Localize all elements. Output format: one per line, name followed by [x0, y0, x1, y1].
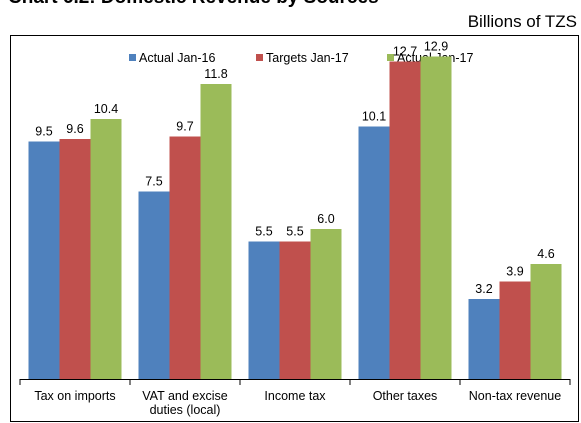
bar [169, 136, 201, 379]
data-label: 12.9 [424, 40, 448, 54]
data-label: 3.2 [475, 282, 492, 296]
unit-label: Billions of TZS [467, 12, 577, 31]
category-label: Income tax [264, 389, 326, 403]
legend-label: Targets Jan-17 [266, 51, 349, 65]
category-label: VAT and excise duties (local) [142, 389, 228, 417]
x-axis-ticks [19, 379, 571, 385]
value-labels: 9.5 9.6 10.4 7.5 9.7 11.8 5.5 5.5 6.0 10.1 12.7 12.… [35, 40, 554, 297]
bar [279, 241, 311, 379]
data-label: 6.0 [317, 212, 334, 226]
bar [310, 229, 342, 379]
legend-swatch [256, 54, 263, 61]
bar [468, 299, 500, 379]
category-labels: Tax on imports VAT and excise duties (loca… [34, 389, 561, 417]
bar [90, 119, 122, 379]
bar [420, 56, 452, 379]
chart-title: Chart 6.2: Domestic Revenue by Sources [8, 0, 379, 9]
bar [248, 241, 280, 379]
data-label: 9.6 [66, 122, 83, 136]
category-label-line: Non-tax revenue [469, 389, 561, 403]
category-label-line: VAT and excise [142, 389, 228, 403]
data-label: 5.5 [255, 225, 272, 239]
category-label-line: duties (local) [150, 403, 221, 417]
bar [28, 141, 60, 379]
data-label: 4.6 [537, 247, 554, 261]
category-label-line: Income tax [264, 389, 326, 403]
legend-swatch [387, 54, 394, 61]
data-label: 7.5 [145, 175, 162, 189]
data-label: 10.4 [94, 102, 118, 116]
legend-swatch [129, 54, 136, 61]
bar [530, 264, 562, 379]
category-label-line: Other taxes [373, 389, 438, 403]
data-label: 10.1 [362, 110, 386, 124]
bar [138, 191, 170, 379]
category-label: Other taxes [373, 389, 438, 403]
bar [59, 139, 91, 379]
data-label: 12.7 [393, 45, 417, 59]
category-label-line: Tax on imports [34, 389, 115, 403]
bar [499, 281, 531, 379]
bars [28, 56, 562, 379]
data-label: 9.5 [35, 125, 52, 139]
data-label: 5.5 [286, 225, 303, 239]
data-label: 3.9 [506, 265, 523, 279]
legend-label: Actual Jan-16 [139, 51, 215, 65]
data-label: 11.8 [204, 67, 227, 81]
category-label: Tax on imports [34, 389, 115, 403]
bar [358, 126, 390, 379]
data-label: 9.7 [176, 120, 193, 134]
bar [389, 61, 421, 379]
bar [200, 84, 232, 379]
category-label: Non-tax revenue [469, 389, 561, 403]
